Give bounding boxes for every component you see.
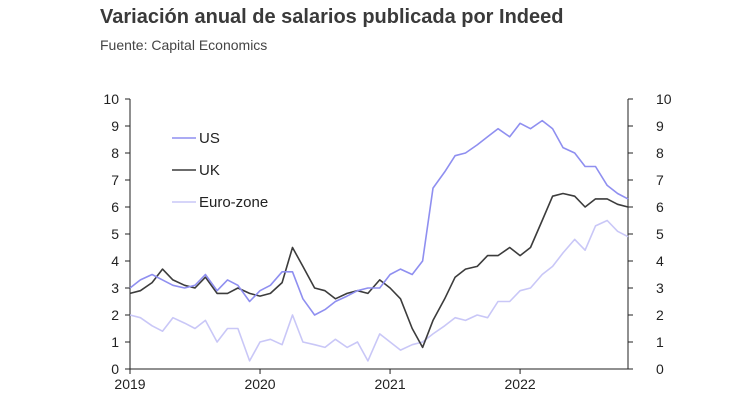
series-line-us [129,119,629,316]
x-tick-label: 2021 [374,376,405,392]
y-tick-label-right: 2 [656,307,664,323]
x-tick-label: 2020 [244,376,275,392]
y-tick-label-right: 9 [656,118,664,134]
y-tick-label-left: 3 [111,280,119,296]
y-tick-label-left: 6 [111,199,119,215]
series-line-uk [129,192,629,349]
y-tick-label-right: 3 [656,280,664,296]
y-tick-label-left: 7 [111,172,119,188]
y-tick-label-left: 1 [111,334,119,350]
x-tick-label: 2022 [505,376,536,392]
y-tick-label-right: 8 [656,145,664,161]
y-tick-label-left: 4 [111,253,119,269]
y-tick-label-left: 5 [111,226,119,242]
y-tick-label-left: 9 [111,118,119,134]
y-tick-label-right: 4 [656,253,664,269]
y-tick-label-right: 10 [656,91,672,107]
y-tick-label-right: 5 [656,226,664,242]
legend-label-uk: UK [199,162,220,179]
y-tick-label-left: 2 [111,307,119,323]
chart-title: Variación anual de salarios publicada po… [100,6,564,28]
y-tick-label-right: 1 [656,334,664,350]
y-tick-label-left: 10 [103,91,119,107]
y-tick-label-right: 6 [656,199,664,215]
series-line-euro [129,219,629,362]
chart-subtitle: Fuente: Capital Economics [100,37,268,53]
y-tick-label-left: 8 [111,145,119,161]
legend-label-us: US [199,130,220,147]
y-tick-label-right: 7 [656,172,664,188]
y-tick-label-left: 0 [111,361,119,377]
y-tick-label-right: 0 [656,361,664,377]
legend-label-euro: Euro-zone [199,194,268,211]
x-tick-label: 2019 [114,376,145,392]
